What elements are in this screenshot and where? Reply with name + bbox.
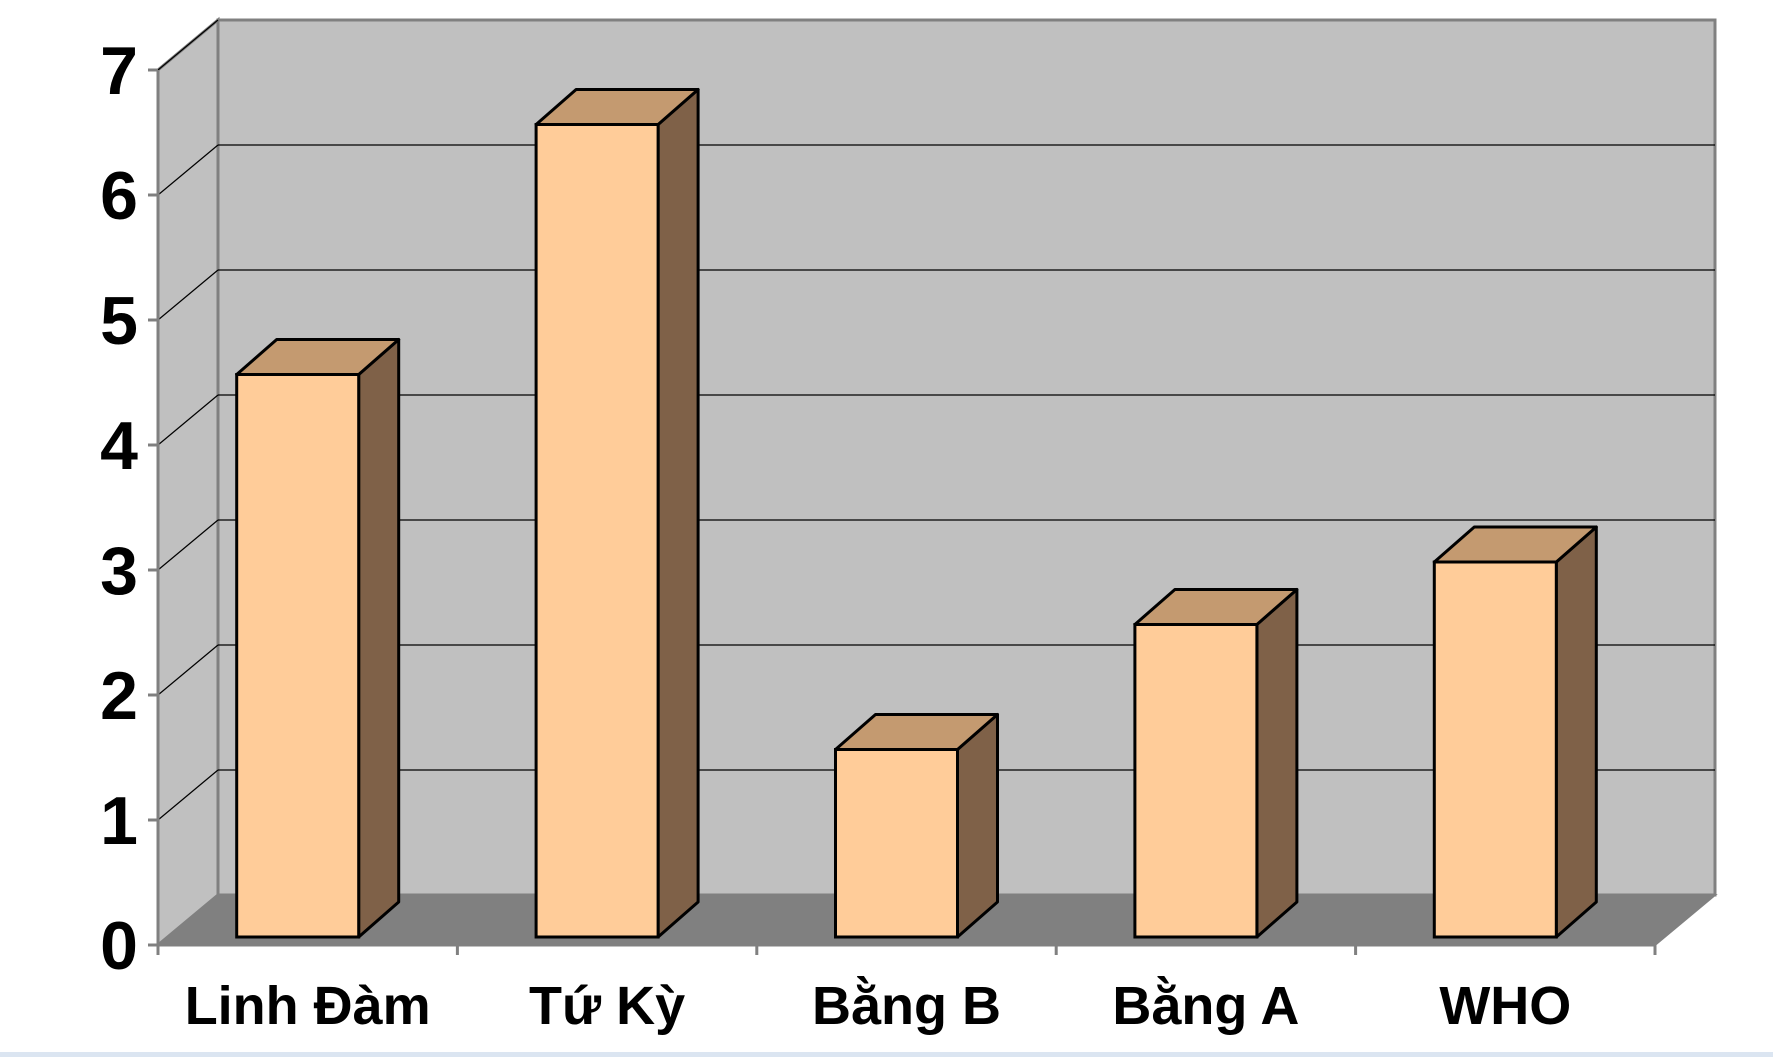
gridline-side (157, 519, 219, 571)
x-tick-label: Bằng B (812, 976, 1001, 1036)
gridline-side (157, 19, 219, 71)
gridline-side (157, 769, 219, 821)
x-tick-label: WHO (1439, 976, 1571, 1036)
bar-0 (235, 338, 401, 939)
bar-2 (834, 713, 999, 939)
y-tick-label: 5 (100, 283, 138, 359)
bar-front (834, 748, 959, 939)
bars (235, 88, 1598, 939)
x-tick-label: Bằng A (1112, 976, 1299, 1036)
y-axis: 0 1 2 3 4 5 6 7 (100, 33, 160, 984)
gridline-side (157, 394, 219, 446)
x-tick-label: Tứ Kỳ (529, 976, 685, 1036)
x-axis: Linh Đàm Tứ Kỳ Bằng B Bằng A WHO (156, 943, 1657, 1036)
y-tick-label: 6 (100, 158, 138, 234)
y-tick-label: 3 (100, 533, 138, 609)
bar-3 (1133, 588, 1299, 939)
bar-side (1554, 525, 1598, 939)
bar-front (1133, 623, 1259, 939)
y-tick-label: 2 (100, 658, 138, 734)
y-tick-label: 1 (100, 783, 138, 859)
side-wall (156, 16, 220, 949)
y-tick-label: 0 (100, 908, 138, 984)
bar-front (235, 373, 361, 939)
y-tick-label: 4 (100, 408, 138, 484)
bar-1 (534, 88, 700, 939)
bar-side (956, 713, 999, 939)
gridline-side (157, 269, 219, 321)
bar-side (1255, 588, 1299, 939)
gridline-side (157, 144, 219, 196)
x-tick-label: Linh Đàm (185, 976, 431, 1036)
bar-side (357, 338, 401, 939)
bar-4 (1432, 525, 1598, 939)
y-tick-label: 7 (100, 33, 138, 109)
gridline-side (157, 644, 219, 696)
bar-side (656, 88, 700, 939)
bar-front (1432, 560, 1558, 939)
bar-front (534, 123, 660, 939)
